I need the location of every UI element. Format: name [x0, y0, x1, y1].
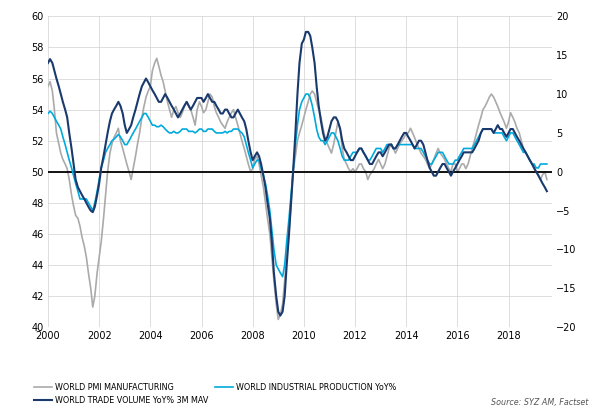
- Legend: WORLD PMI MANUFACTURING, WORLD TRADE VOLUME YoY% 3M MAV, WORLD INDUSTRIAL PRODUC: WORLD PMI MANUFACTURING, WORLD TRADE VOL…: [34, 383, 396, 405]
- Text: Source: SYZ AM, Factset: Source: SYZ AM, Factset: [491, 398, 588, 407]
